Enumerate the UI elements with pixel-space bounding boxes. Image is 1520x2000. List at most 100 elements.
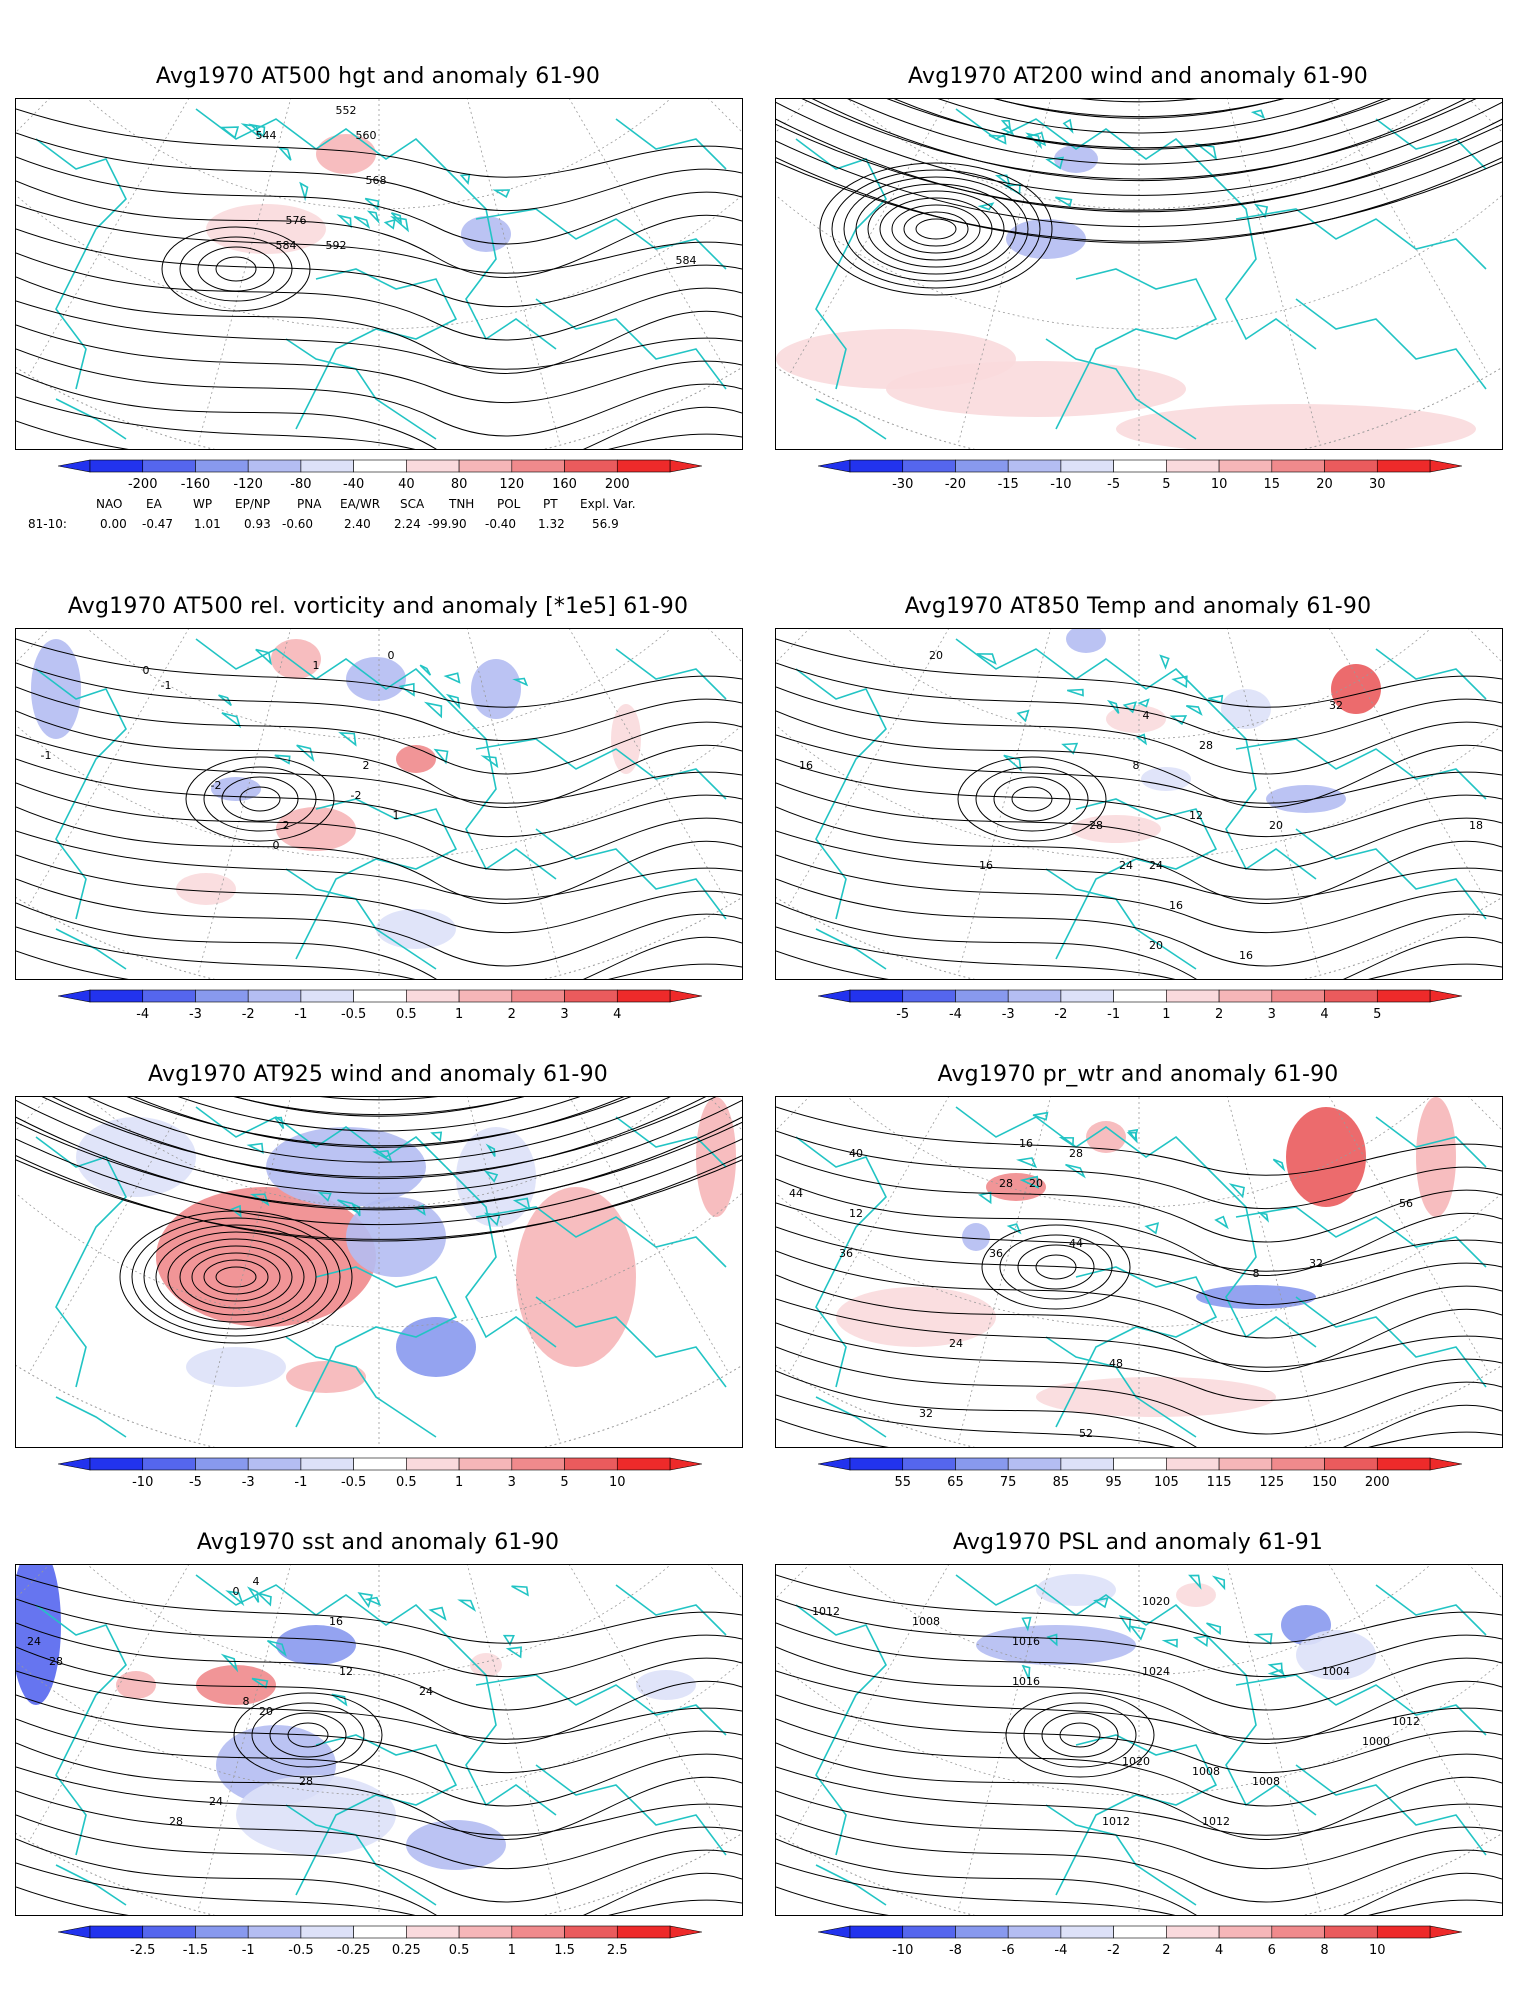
- colorbar-tick-label: -5: [189, 1475, 202, 1490]
- colorbar-tick-label: 120: [499, 477, 524, 492]
- colorbar-tick-label: 75: [1000, 1475, 1017, 1490]
- contour-label: 16: [1019, 1137, 1033, 1150]
- map-prwtr: 44364028322420162836444852403256128: [775, 1096, 1503, 1448]
- colorbar-bin: [406, 1457, 460, 1471]
- colorbar-max-arrow: [1429, 459, 1463, 473]
- positive-anomaly: [206, 204, 326, 254]
- colorbar-tick-label: -10: [892, 1943, 913, 1958]
- positive-anomaly: [276, 807, 356, 851]
- colorbar-max-arrow: [669, 1457, 703, 1471]
- contour-lines: [16, 1097, 742, 1344]
- colorbar-bin: [616, 1925, 671, 1939]
- colorbar-bin: [1113, 1457, 1167, 1471]
- colorbar-tick-label: -6: [1002, 1943, 1015, 1958]
- coastlines: [795, 638, 1487, 970]
- colorbar-tick-label: 4: [613, 1007, 621, 1022]
- colorbar-tick-label: -1: [294, 1007, 307, 1022]
- contour-label: 1020: [1142, 1595, 1170, 1608]
- colorbar-bin: [1007, 989, 1062, 1003]
- colorbar-tick-label: 1: [1162, 1007, 1170, 1022]
- colorbar-tick-label: 160: [552, 477, 577, 492]
- colorbar-tick-label: -160: [181, 477, 211, 492]
- colorbar-min-arrow: [817, 989, 851, 1003]
- tele-value-eawr: 2.40: [344, 517, 371, 531]
- positive-anomaly: [176, 873, 236, 905]
- colorbar-tick-label: -20: [945, 477, 966, 492]
- positive-anomaly: [316, 134, 376, 174]
- colorbar-tick-label: 3: [560, 1007, 568, 1022]
- colorbar-canvas: -30 -20 -15 -10 -5 5 10 15 20 30: [817, 459, 1463, 492]
- colorbar-bin: [300, 1925, 354, 1939]
- colorbar-wind925: -10 -5 -3 -1 -0.5 0.5 1 3 5 10: [57, 1456, 703, 1492]
- positive-anomaly: [1086, 1121, 1126, 1153]
- tele-header-eawr: EA/WR: [340, 497, 381, 511]
- panel-title: Avg1970 AT200 wind and anomaly 61-90: [908, 64, 1368, 89]
- negative-anomaly: [31, 639, 81, 739]
- colorbar-bin: [955, 1925, 1009, 1939]
- colorbar-tick-label: -120: [233, 477, 263, 492]
- colorbar-bin: [247, 1457, 302, 1471]
- colorbar-tick-label: -3: [242, 1475, 255, 1490]
- contour-label: 20: [1269, 819, 1283, 832]
- colorbar-tick-label: -0.25: [337, 1943, 371, 1958]
- contour-label: 568: [366, 174, 387, 187]
- tele-header-pna: PNA: [297, 497, 322, 511]
- negative-anomaly: [406, 1820, 506, 1870]
- colorbar-bin: [1113, 459, 1167, 473]
- colorbar-tick-label: -2: [1107, 1943, 1120, 1958]
- colorbar-bin: [1218, 989, 1273, 1003]
- panel-title: Avg1970 sst and anomaly 61-90: [196, 1530, 560, 1555]
- contour-label: 20: [1029, 1177, 1043, 1190]
- tele-header-wp: WP: [193, 497, 213, 511]
- negative-anomaly: [211, 777, 261, 801]
- map-canvas: -101-220-11-220: [16, 629, 742, 979]
- colorbar-max-arrow: [669, 1925, 703, 1939]
- contour-label: 16: [329, 1615, 343, 1628]
- colorbar-bin: [247, 459, 302, 473]
- negative-anomaly: [16, 1565, 61, 1705]
- negative-anomaly: [1036, 1574, 1116, 1606]
- contour-label: 1000: [1362, 1735, 1390, 1748]
- colorbar-bin: [1324, 1457, 1378, 1471]
- colorbar-bin: [1166, 1925, 1220, 1939]
- colorbar-min-arrow: [57, 1925, 91, 1939]
- panel-title: Avg1970 PSL and anomaly 61-91: [952, 1530, 1324, 1555]
- colorbar-tick-label: 55: [894, 1475, 911, 1490]
- colorbar-tick-label: 125: [1259, 1475, 1284, 1490]
- positive-anomaly: [470, 1653, 502, 1677]
- colorbar-tick-label: 85: [1053, 1475, 1070, 1490]
- lat-lon-grid: [16, 1097, 742, 1447]
- colorbar-bin: [564, 1925, 618, 1939]
- colorbar-tick-label: 5: [1373, 1007, 1381, 1022]
- colorbar-bin: [89, 459, 144, 473]
- map-wind925: [15, 1096, 743, 1448]
- colorbar-bin: [1007, 1457, 1062, 1471]
- colorbar-bin: [1166, 989, 1220, 1003]
- contour-label: 584: [676, 254, 697, 267]
- colorbar-tick-label: 1: [455, 1007, 463, 1022]
- colorbar-bin: [1113, 989, 1167, 1003]
- colorbar-tick-label: 5: [560, 1475, 568, 1490]
- colorbar-tick-label: 105: [1154, 1475, 1179, 1490]
- tele-header-sca: SCA: [400, 497, 425, 511]
- colorbar-tick-label: 1: [455, 1475, 463, 1490]
- colorbar-bin: [353, 1457, 407, 1471]
- contour-label: -2: [211, 779, 222, 792]
- contour-label: 1016: [1012, 1635, 1040, 1648]
- positive-anomaly: [1286, 1107, 1366, 1207]
- colorbar-bin: [616, 989, 671, 1003]
- colorbar-tick-label: -3: [1002, 1007, 1015, 1022]
- negative-anomaly: [461, 216, 511, 252]
- contour-label: 36: [839, 1247, 853, 1260]
- colorbar-bin: [247, 1925, 302, 1939]
- colorbar-tick-label: 80: [451, 477, 468, 492]
- colorbar-bin: [406, 459, 460, 473]
- negative-anomaly: [1054, 145, 1098, 173]
- coastlines: [795, 1574, 1487, 1906]
- colorbar-tick-label: -4: [1054, 1943, 1067, 1958]
- colorbar-bin: [458, 989, 513, 1003]
- contour-lines: [16, 1574, 742, 1915]
- colorbar-tick-label: 2: [1162, 1943, 1170, 1958]
- colorbar-bin: [195, 989, 249, 1003]
- colorbar-bin: [849, 989, 904, 1003]
